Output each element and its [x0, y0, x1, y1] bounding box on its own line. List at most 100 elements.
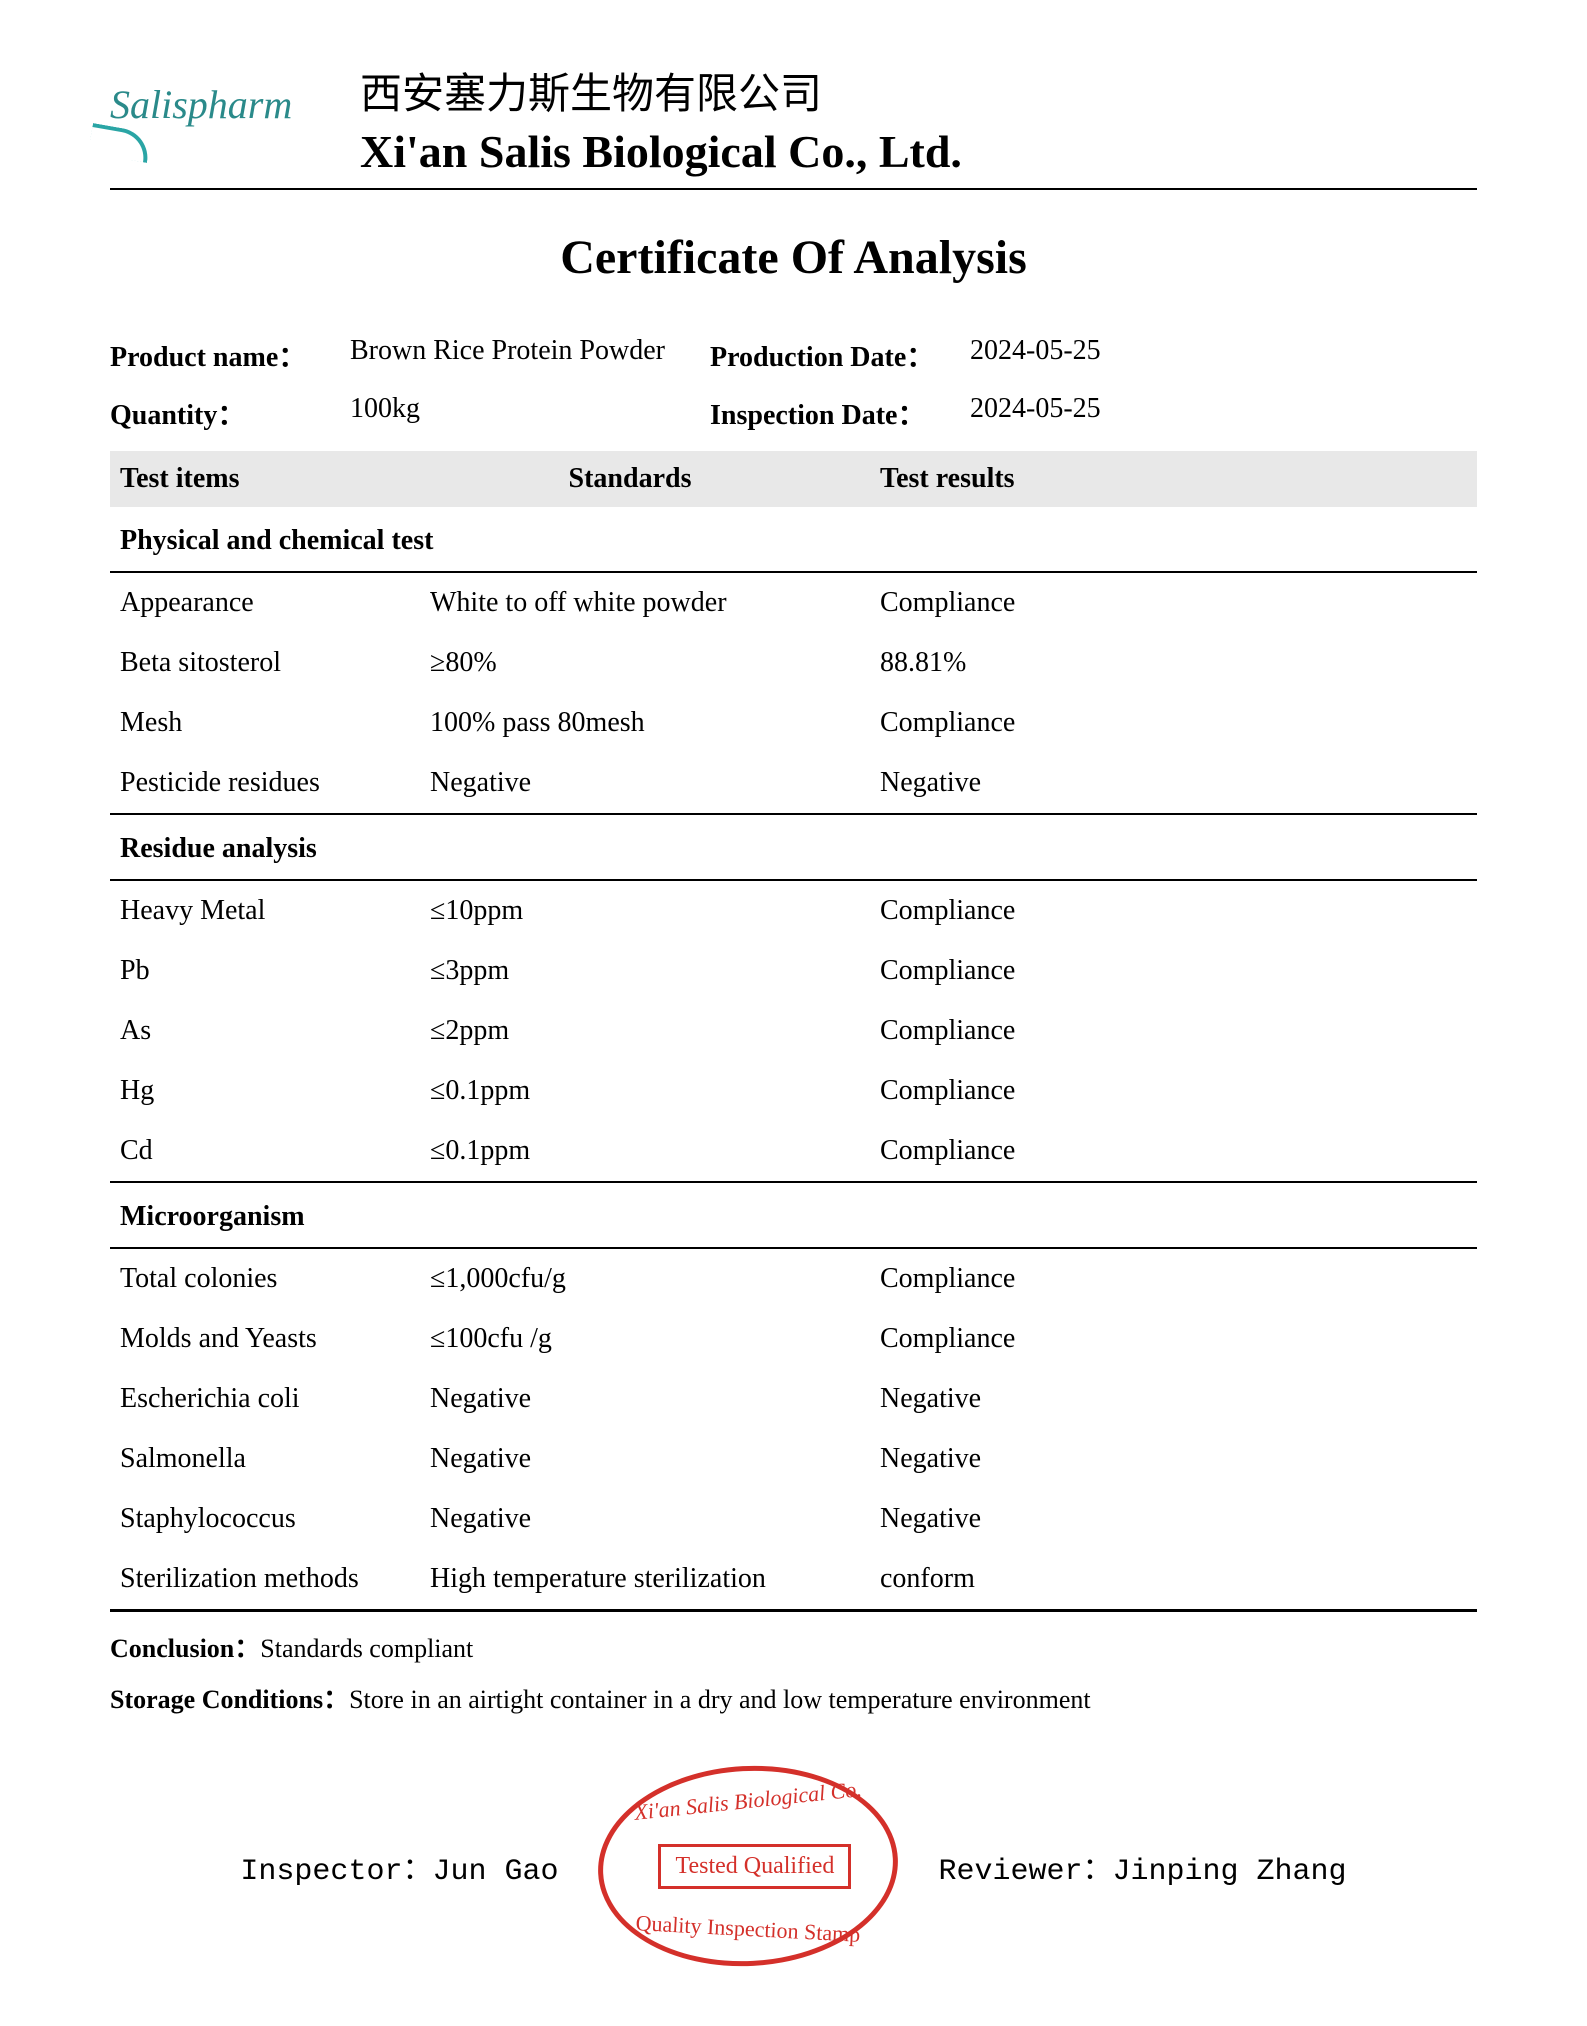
- cell-item: As: [110, 1001, 420, 1061]
- cell-item: Escherichia coli: [110, 1369, 420, 1429]
- cell-item: Molds and Yeasts: [110, 1309, 420, 1369]
- storage-label: Storage Conditions：: [110, 1685, 349, 1714]
- logo-swoosh-icon: [88, 123, 152, 163]
- quantity-value: 100kg: [350, 393, 710, 433]
- production-date-value: 2024-05-25: [970, 335, 1477, 375]
- cell-standard: ≤3ppm: [420, 941, 840, 1001]
- cell-standard: High temperature sterilization: [420, 1549, 840, 1611]
- cell-result: Compliance: [840, 693, 1477, 753]
- cell-result: Compliance: [840, 1309, 1477, 1369]
- cell-result: Negative: [840, 1429, 1477, 1489]
- cell-standard: ≤1,000cfu/g: [420, 1248, 840, 1309]
- reviewer-name: Jinping Zhang: [1113, 1855, 1347, 1889]
- table-row: Sterilization methodsHigh temperature st…: [110, 1549, 1477, 1611]
- section-title: Physical and chemical test: [110, 507, 1477, 572]
- cell-result: conform: [840, 1549, 1477, 1611]
- table-row: AppearanceWhite to off white powderCompl…: [110, 572, 1477, 633]
- conclusion-value: Standards compliant: [260, 1634, 473, 1663]
- section-header-row: Microorganism: [110, 1182, 1477, 1248]
- table-row: As≤2ppmCompliance: [110, 1001, 1477, 1061]
- cell-standard: 100% pass 80mesh: [420, 693, 840, 753]
- table-row: Pb≤3ppmCompliance: [110, 941, 1477, 1001]
- table-row: Heavy Metal≤10ppmCompliance: [110, 880, 1477, 941]
- product-name-value: Brown Rice Protein Powder: [350, 335, 710, 375]
- document-title: Certificate Of Analysis: [110, 230, 1477, 285]
- cell-result: Compliance: [840, 880, 1477, 941]
- cell-item: Sterilization methods: [110, 1549, 420, 1611]
- company-name-cn: 西安塞力斯生物有限公司: [360, 60, 1477, 121]
- cell-result: Negative: [840, 753, 1477, 814]
- cell-item: Total colonies: [110, 1248, 420, 1309]
- production-date-label: Production Date：: [710, 335, 970, 375]
- cell-item: Pesticide residues: [110, 753, 420, 814]
- cell-standard: ≤2ppm: [420, 1001, 840, 1061]
- stamp-box-text: Tested Qualified: [658, 1844, 851, 1889]
- inspector-block: Inspector：Jun Gao: [240, 1844, 558, 1889]
- table-row: Cd≤0.1ppmCompliance: [110, 1121, 1477, 1182]
- section-header-row: Physical and chemical test: [110, 507, 1477, 572]
- cell-standard: ≤0.1ppm: [420, 1121, 840, 1182]
- table-header-row: Test items Standards Test results: [110, 451, 1477, 507]
- cell-result: Compliance: [840, 1061, 1477, 1121]
- table-row: Total colonies≤1,000cfu/gCompliance: [110, 1248, 1477, 1309]
- cell-standard: ≤0.1ppm: [420, 1061, 840, 1121]
- quantity-label: Quantity：: [110, 393, 350, 433]
- cell-standard: Negative: [420, 753, 840, 814]
- logo-text: Salispharm: [110, 81, 292, 128]
- table-row: Molds and Yeasts≤100cfu /gCompliance: [110, 1309, 1477, 1369]
- cell-item: Beta sitosterol: [110, 633, 420, 693]
- section-title: Residue analysis: [110, 814, 1477, 880]
- cell-item: Staphylococcus: [110, 1489, 420, 1549]
- col-header-items: Test items: [110, 451, 420, 507]
- company-name-en: Xi'an Salis Biological Co., Ltd.: [360, 125, 1477, 178]
- analysis-table: Test items Standards Test results Physic…: [110, 451, 1477, 1612]
- cell-result: 88.81%: [840, 633, 1477, 693]
- cell-result: Negative: [840, 1489, 1477, 1549]
- table-row: Hg≤0.1ppmCompliance: [110, 1061, 1477, 1121]
- table-row: SalmonellaNegativeNegative: [110, 1429, 1477, 1489]
- storage-value: Store in an airtight container in a dry …: [349, 1685, 1090, 1714]
- cell-result: Compliance: [840, 941, 1477, 1001]
- footer-block: Conclusion：Standards compliant Storage C…: [110, 1628, 1477, 1716]
- col-header-results: Test results: [840, 451, 1477, 507]
- table-row: Escherichia coliNegativeNegative: [110, 1369, 1477, 1429]
- cell-item: Salmonella: [110, 1429, 420, 1489]
- reviewer-label: Reviewer：: [938, 1855, 1112, 1889]
- inspection-date-value: 2024-05-25: [970, 393, 1477, 433]
- cell-item: Mesh: [110, 693, 420, 753]
- inspector-label: Inspector：: [240, 1855, 432, 1889]
- table-row: Beta sitosterol≥80%88.81%: [110, 633, 1477, 693]
- cell-result: Compliance: [840, 1248, 1477, 1309]
- table-body: Physical and chemical testAppearanceWhit…: [110, 507, 1477, 1611]
- company-logo: Salispharm: [110, 81, 330, 158]
- storage-line: Storage Conditions：Store in an airtight …: [110, 1679, 1477, 1716]
- conclusion-line: Conclusion：Standards compliant: [110, 1628, 1477, 1665]
- cell-result: Negative: [840, 1369, 1477, 1429]
- section-header-row: Residue analysis: [110, 814, 1477, 880]
- signature-row: Inspector：Jun Gao Xi'an Salis Biological…: [110, 1766, 1477, 1966]
- cell-item: Heavy Metal: [110, 880, 420, 941]
- cell-item: Appearance: [110, 572, 420, 633]
- cell-standard: Negative: [420, 1369, 840, 1429]
- inspection-date-label: Inspection Date：: [710, 393, 970, 433]
- table-row: StaphylococcusNegativeNegative: [110, 1489, 1477, 1549]
- inspector-name: Jun Gao: [432, 1855, 558, 1889]
- page-header: Salispharm 西安塞力斯生物有限公司 Xi'an Salis Biolo…: [110, 60, 1477, 190]
- quality-stamp: Xi'an Salis Biological Co. Tested Qualif…: [598, 1766, 898, 1966]
- table-row: Pesticide residuesNegativeNegative: [110, 753, 1477, 814]
- cell-result: Compliance: [840, 1001, 1477, 1061]
- col-header-standards: Standards: [420, 451, 840, 507]
- company-name-block: 西安塞力斯生物有限公司 Xi'an Salis Biological Co., …: [360, 60, 1477, 178]
- cell-standard: ≥80%: [420, 633, 840, 693]
- cell-standard: ≤10ppm: [420, 880, 840, 941]
- cell-standard: Negative: [420, 1429, 840, 1489]
- reviewer-block: Reviewer：Jinping Zhang: [938, 1844, 1346, 1889]
- cell-item: Pb: [110, 941, 420, 1001]
- conclusion-label: Conclusion：: [110, 1634, 260, 1663]
- cell-standard: Negative: [420, 1489, 840, 1549]
- cell-item: Hg: [110, 1061, 420, 1121]
- cell-standard: ≤100cfu /g: [420, 1309, 840, 1369]
- info-grid: Product name： Brown Rice Protein Powder …: [110, 335, 1477, 433]
- section-title: Microorganism: [110, 1182, 1477, 1248]
- cell-result: Compliance: [840, 1121, 1477, 1182]
